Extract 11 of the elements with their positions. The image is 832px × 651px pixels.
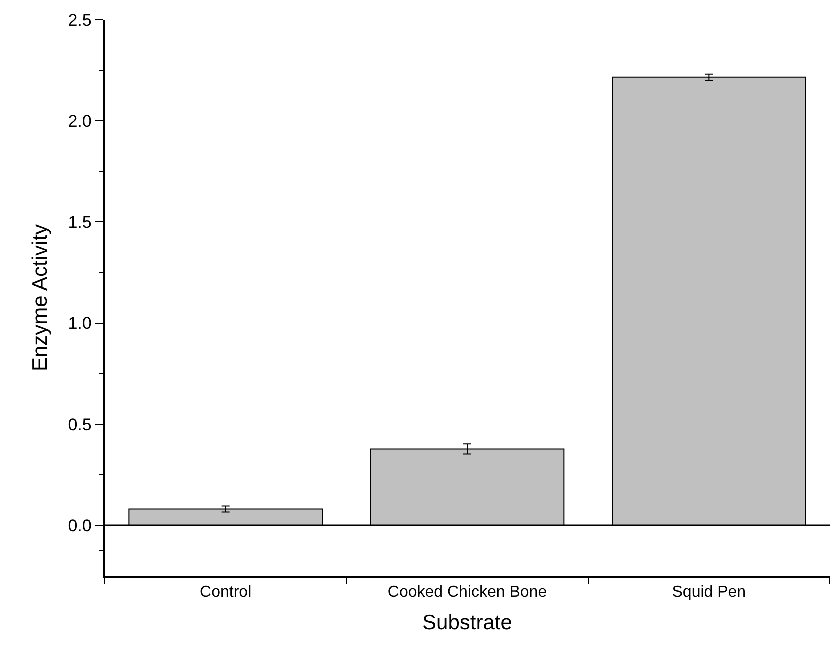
x-tick-label: Squid Pen <box>672 584 746 601</box>
x-tick-label: Control <box>200 584 252 601</box>
y-axis-title: Enzyme Activity <box>28 224 52 372</box>
x-axis-title: Substrate <box>422 612 512 635</box>
y-tick-label: 0.0 <box>68 516 92 536</box>
y-tick-label: 2.5 <box>68 10 92 30</box>
y-tick-label: 0.5 <box>68 415 92 434</box>
x-tick-label: Cooked Chicken Bone <box>388 584 548 601</box>
y-tick-label: 2.0 <box>68 112 92 132</box>
y-tick-label: 1.5 <box>68 213 92 232</box>
y-tick-label: 1.0 <box>68 314 92 334</box>
